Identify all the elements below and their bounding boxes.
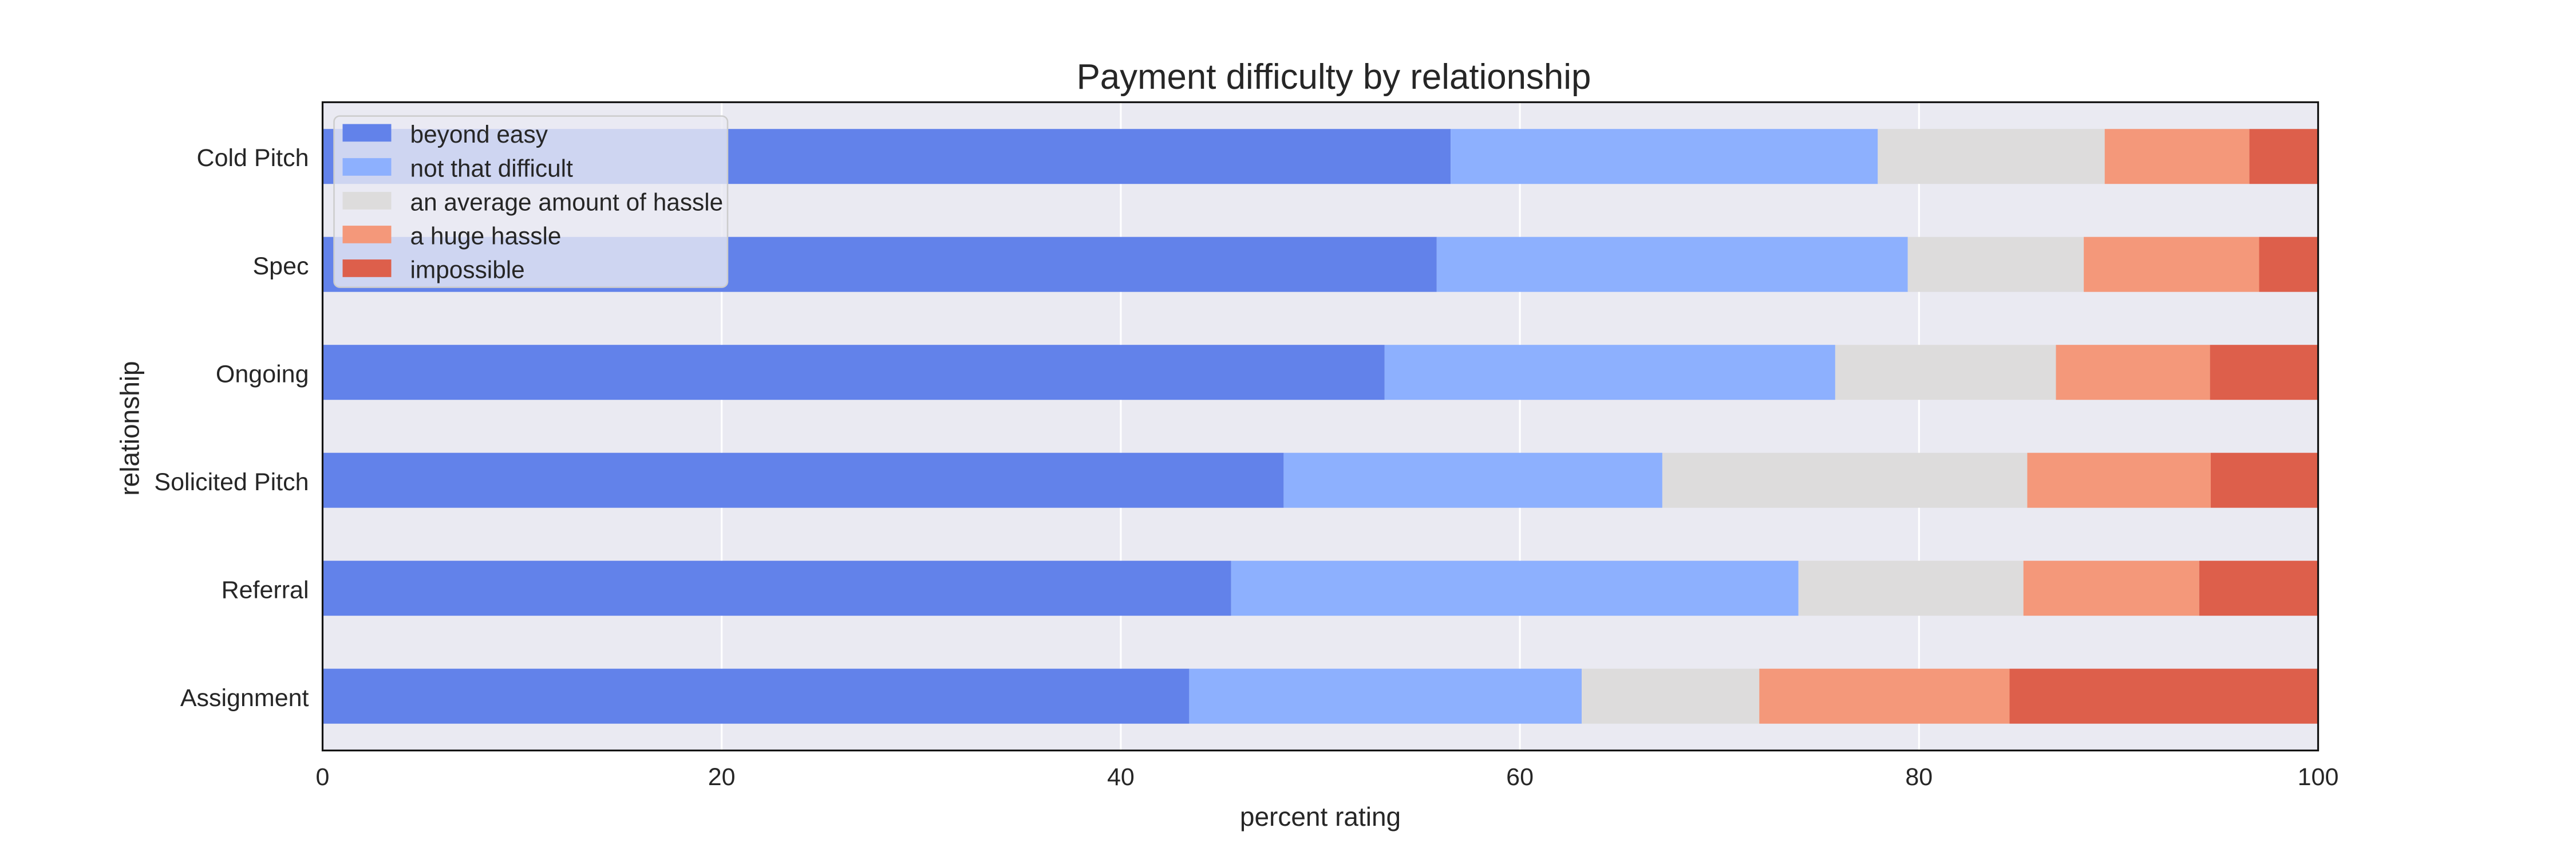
svg-text:relationship: relationship bbox=[115, 361, 145, 495]
svg-text:Ongoing: Ongoing bbox=[216, 360, 309, 388]
svg-text:100: 100 bbox=[2298, 763, 2339, 791]
svg-text:Solicited Pitch: Solicited Pitch bbox=[154, 468, 309, 496]
svg-text:20: 20 bbox=[708, 763, 736, 791]
svg-text:Referral: Referral bbox=[222, 576, 309, 604]
svg-text:40: 40 bbox=[1107, 763, 1135, 791]
svg-text:a huge hassle: a huge hassle bbox=[410, 223, 562, 250]
svg-text:not that difficult: not that difficult bbox=[410, 155, 574, 182]
svg-text:80: 80 bbox=[1905, 763, 1933, 791]
svg-text:impossible: impossible bbox=[410, 257, 525, 283]
svg-text:Assignment: Assignment bbox=[180, 684, 309, 712]
svg-text:an average amount of hassle: an average amount of hassle bbox=[410, 189, 724, 216]
svg-text:percent rating: percent rating bbox=[1240, 802, 1401, 832]
svg-text:60: 60 bbox=[1506, 763, 1534, 791]
svg-text:Payment difficulty by relation: Payment difficulty by relationship bbox=[1077, 57, 1591, 97]
svg-text:beyond easy: beyond easy bbox=[410, 121, 548, 148]
svg-text:Cold Pitch: Cold Pitch bbox=[197, 144, 309, 172]
svg-text:Spec: Spec bbox=[252, 253, 309, 280]
svg-text:0: 0 bbox=[316, 763, 330, 791]
